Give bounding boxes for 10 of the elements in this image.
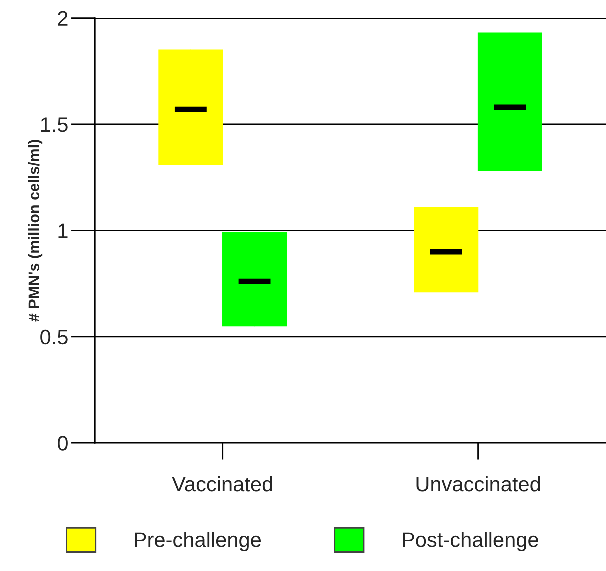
y-axis-title: # PMN's (million cells/ml) bbox=[28, 140, 43, 322]
y-tick-label: 0 bbox=[58, 436, 68, 451]
y-tick-label: 0.5 bbox=[40, 330, 68, 345]
legend-label: Pre-challenge bbox=[135, 532, 261, 552]
x-tick-label: Vaccinated bbox=[172, 476, 272, 492]
y-tick-label: 2 bbox=[58, 11, 68, 26]
x-tick-label: Unvaccinated bbox=[416, 476, 540, 492]
legend-label: Post-challenge bbox=[403, 532, 538, 552]
y-tick-label: 1 bbox=[58, 224, 68, 238]
y-tick-label: 1.5 bbox=[41, 118, 68, 132]
